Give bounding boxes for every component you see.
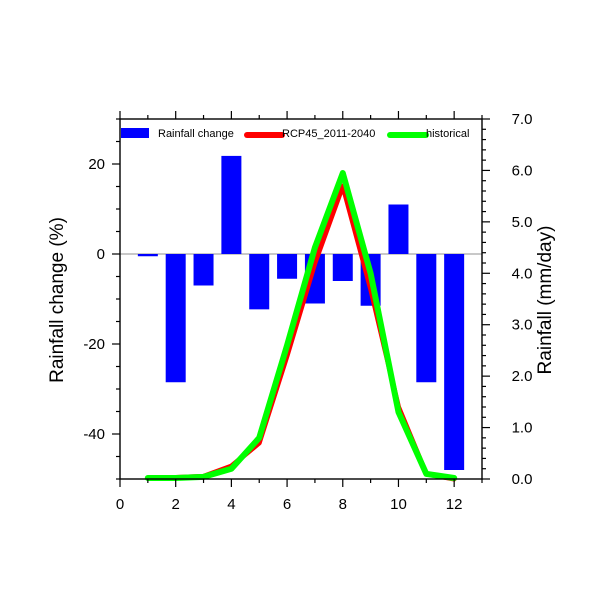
x-tick-label: 0 — [116, 496, 124, 513]
left-tick-label: -20 — [83, 336, 105, 353]
legend-item-1: Rainfall change — [121, 128, 234, 140]
right-tick-label: 0.0 — [512, 471, 533, 488]
legend-label: historical — [426, 128, 469, 140]
tick-labels-layer: 0 2 4 6 8 10 12 -40 -20 0 20 0.0 1.0 2.0 3.0 4.0 5.0 6.0 7… — [83, 111, 532, 513]
legend: Rainfall change RCP45_2011-2040 historical — [121, 128, 469, 140]
bar-month-3 — [193, 254, 214, 286]
right-tick-label: 1.0 — [512, 420, 533, 437]
right-tick-label: 5.0 — [512, 214, 533, 231]
legend-label: Rainfall change — [158, 128, 234, 140]
legend-label: RCP45_2011-2040 — [282, 128, 375, 140]
left-tick-label: 20 — [88, 156, 105, 173]
left-axis-title: Rainfall change (%) — [47, 217, 68, 383]
bar-month-5 — [249, 254, 270, 310]
right-tick-label: 4.0 — [512, 265, 533, 282]
right-tick-label: 2.0 — [512, 368, 533, 385]
bar-month-1 — [137, 254, 158, 257]
line-series-historical — [144, 170, 458, 481]
left-tick-label: 0 — [97, 246, 105, 263]
right-tick-label: 6.0 — [512, 162, 533, 179]
bar-month-4 — [221, 155, 242, 254]
left-tick-label: -40 — [83, 426, 105, 443]
x-tick-label: 10 — [390, 496, 407, 513]
legend-swatch-bar — [121, 128, 149, 138]
x-tick-label: 2 — [172, 496, 180, 513]
bar-month-10 — [388, 204, 409, 254]
x-tick-label: 8 — [339, 496, 347, 513]
x-tick-label: 12 — [446, 496, 463, 513]
right-tick-label: 7.0 — [512, 111, 533, 128]
bar-month-6 — [277, 254, 298, 279]
x-tick-label: 6 — [283, 496, 291, 513]
bar-month-11 — [416, 254, 437, 383]
bar-month-8 — [332, 254, 353, 281]
bar-month-2 — [165, 254, 186, 383]
bar-month-12 — [444, 254, 465, 470]
right-axis-title: Rainfall (mm/day) — [535, 226, 556, 375]
right-tick-label: 3.0 — [512, 317, 533, 334]
line-series-layer — [144, 170, 458, 482]
legend-item-2: RCP45_2011-2040 — [244, 128, 375, 140]
axis-ticks-layer — [112, 111, 490, 487]
x-tick-label: 4 — [227, 496, 235, 513]
legend-item-3: historical — [387, 128, 469, 140]
